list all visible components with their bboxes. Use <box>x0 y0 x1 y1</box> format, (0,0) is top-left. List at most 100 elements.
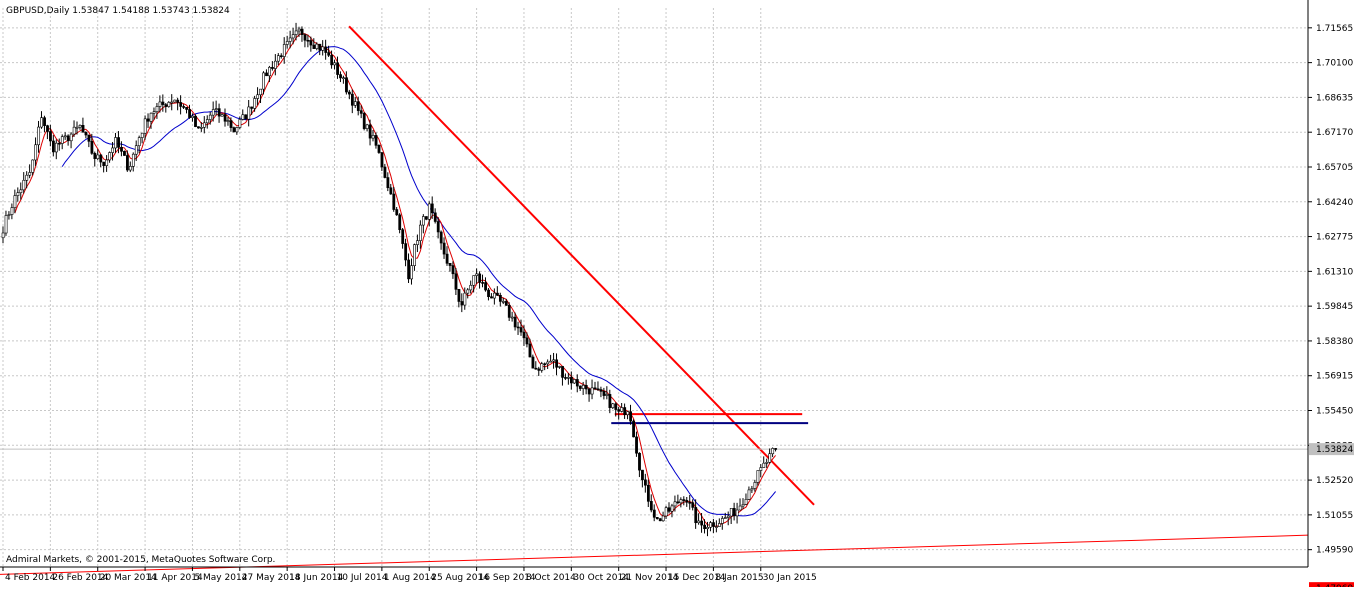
bull-candle <box>19 189 23 193</box>
bear-candle <box>279 55 283 58</box>
bear-candle <box>774 448 778 450</box>
bull-candle <box>549 360 553 363</box>
bear-candle <box>383 166 387 178</box>
candles <box>1 22 778 537</box>
y-tick-label: 1.64240 <box>1316 198 1353 208</box>
bear-candle <box>561 366 564 378</box>
bull-candle <box>670 505 674 512</box>
bear-candle <box>90 141 94 154</box>
bull-candle <box>365 124 369 129</box>
bear-candle <box>389 187 393 195</box>
price-axis[interactable]: 1.71565 1.70100 1.68635 1.67170 1.65705 1.642… <box>1308 24 1354 591</box>
bull-candle <box>741 504 745 507</box>
bear-candle <box>617 409 621 412</box>
bear-candle <box>217 108 221 117</box>
bear-candle <box>451 265 455 275</box>
bear-candle <box>712 522 715 527</box>
bull-candle <box>75 126 79 129</box>
bull-candle <box>605 394 609 396</box>
bull-candle <box>40 117 43 128</box>
x-tick-label: 11 Apr 2014 <box>147 573 203 583</box>
bull-candle <box>626 411 630 416</box>
bear-candle <box>596 388 600 391</box>
long-term-uptrend-line <box>0 534 1309 575</box>
bear-candle <box>359 110 363 114</box>
bull-candle <box>155 106 159 112</box>
downtrend-line <box>348 25 815 506</box>
bull-candle <box>25 174 29 181</box>
bear-candle <box>87 134 91 142</box>
bear-candle <box>433 212 437 222</box>
bull-candle <box>540 363 544 371</box>
y-tick-label: 1.55450 <box>1316 407 1353 417</box>
bull-candle <box>729 508 733 517</box>
y-tick-label: 1.58380 <box>1316 337 1353 347</box>
bull-candle <box>493 292 496 299</box>
bull-candle <box>214 108 218 110</box>
bull-candle <box>697 520 701 524</box>
moving-averages <box>14 32 776 527</box>
bull-candle <box>241 114 245 120</box>
bear-candle <box>490 296 493 299</box>
bull-candle <box>726 515 730 518</box>
bear-candle <box>694 507 698 524</box>
bull-candle <box>22 179 26 191</box>
bear-candle <box>655 517 659 519</box>
bull-candle <box>276 55 280 62</box>
bear-candle <box>575 379 579 387</box>
bull-candle <box>735 509 739 517</box>
bear-candle <box>49 131 52 142</box>
bear-candle <box>424 216 428 220</box>
bear-candle <box>309 40 313 46</box>
bear-candle <box>623 407 627 416</box>
bear-candle <box>448 262 452 266</box>
bear-candle <box>386 177 390 189</box>
bull-candle <box>759 467 763 471</box>
bull-candle <box>546 361 550 365</box>
bear-candle <box>265 72 268 77</box>
bear-candle <box>350 93 354 106</box>
bull-candle <box>158 101 162 107</box>
bull-candle <box>416 240 419 245</box>
bull-candle <box>72 126 76 135</box>
bear-candle <box>445 253 449 264</box>
bear-candle <box>629 411 633 422</box>
bear-candle <box>487 289 490 297</box>
current-price-label: 1.53824 <box>1316 445 1353 455</box>
bull-candle <box>274 60 277 69</box>
bull-candle <box>762 462 766 468</box>
bull-candle <box>552 359 556 362</box>
bear-candle <box>522 331 526 339</box>
bear-candle <box>229 120 233 128</box>
x-tick-label: 20 Mar 2014 <box>100 573 157 583</box>
bear-candle <box>102 161 106 166</box>
bear-candle <box>457 289 461 302</box>
bear-candle <box>374 135 378 146</box>
bull-candle <box>753 482 757 489</box>
x-tick-label: 8 Oct 2014 <box>526 573 576 583</box>
bear-candle <box>324 46 328 53</box>
bull-candle <box>673 501 677 507</box>
bear-candle <box>46 125 49 132</box>
bear-candle <box>271 67 274 69</box>
bear-candle <box>244 114 248 120</box>
bull-candle <box>410 265 413 280</box>
bear-candle <box>164 104 168 107</box>
y-tick-label: 1.56915 <box>1316 372 1353 382</box>
bear-candle <box>688 502 692 504</box>
bull-candle <box>679 499 683 504</box>
bear-candle <box>691 502 695 508</box>
bear-candle <box>584 384 588 390</box>
bull-candle <box>771 448 775 455</box>
bull-candle <box>475 273 479 276</box>
drawn-lines[interactable] <box>0 25 1309 589</box>
y-tick-label: 1.71565 <box>1316 24 1353 34</box>
bull-candle <box>291 34 295 39</box>
bear-candle <box>700 520 704 526</box>
bull-candle <box>31 159 35 173</box>
bull-candle <box>661 515 665 522</box>
bear-candle <box>250 106 254 109</box>
